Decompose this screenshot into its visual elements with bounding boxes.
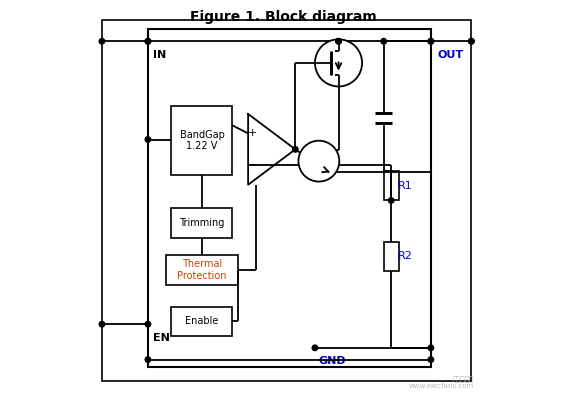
Text: Thermal
Protection: Thermal Protection — [177, 259, 227, 281]
Circle shape — [298, 141, 339, 182]
Bar — [171, 307, 232, 336]
Text: BandGap
1.22 V: BandGap 1.22 V — [180, 130, 225, 151]
Circle shape — [145, 39, 151, 44]
Text: IN: IN — [154, 50, 167, 60]
Text: Trimming: Trimming — [179, 218, 225, 228]
Circle shape — [145, 137, 151, 142]
Circle shape — [428, 357, 434, 362]
Circle shape — [336, 39, 341, 44]
Circle shape — [99, 39, 105, 44]
Bar — [384, 171, 399, 200]
Circle shape — [145, 39, 151, 44]
Text: GND: GND — [319, 356, 346, 366]
Bar — [171, 106, 232, 175]
Circle shape — [293, 147, 298, 152]
Circle shape — [381, 39, 387, 44]
Text: +: + — [248, 129, 257, 138]
Circle shape — [336, 39, 341, 44]
Bar — [384, 242, 399, 271]
Bar — [171, 208, 232, 238]
Bar — [166, 255, 238, 285]
Text: 电子发烧友
www.elecfans.com: 电子发烧友 www.elecfans.com — [409, 375, 474, 389]
Text: Enable: Enable — [185, 316, 219, 326]
Circle shape — [428, 39, 434, 44]
Text: Figure 1. Block diagram: Figure 1. Block diagram — [190, 10, 377, 24]
Text: R1: R1 — [399, 181, 413, 191]
Circle shape — [468, 39, 474, 44]
Circle shape — [145, 321, 151, 327]
Circle shape — [315, 39, 362, 86]
Text: R2: R2 — [398, 252, 413, 261]
Circle shape — [468, 39, 474, 44]
Text: −: − — [248, 159, 258, 172]
Circle shape — [99, 321, 105, 327]
Circle shape — [428, 345, 434, 351]
Circle shape — [145, 357, 151, 362]
Text: EN: EN — [154, 333, 170, 343]
Circle shape — [428, 39, 434, 44]
Bar — [148, 29, 431, 367]
Text: OUT: OUT — [437, 50, 463, 60]
Circle shape — [388, 198, 394, 203]
Circle shape — [312, 345, 318, 351]
